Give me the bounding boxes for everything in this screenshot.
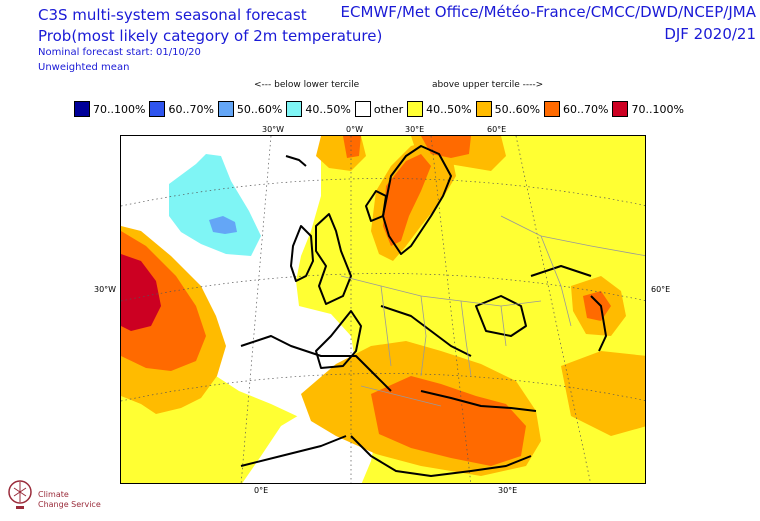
logo-text-line1: Climate [38,490,69,499]
grid-label-bottom: 30°E [498,486,518,495]
legend-item: 70..100% [612,101,685,117]
grid-label-right: 60°E [651,285,671,294]
coastlines [240,145,607,477]
logo-text-line2: Change Service [38,500,101,509]
legend-swatch [149,101,166,117]
mean-type: Unweighted mean [38,62,130,73]
forecast-start: Nominal forecast start: 01/10/20 [38,47,201,58]
legend-swatch [74,101,90,117]
forecast-map [120,135,646,484]
below-50-60-region [209,216,237,234]
legend-label: other [373,102,404,116]
legend-swatch [612,101,629,117]
legend-label: 70..100% [631,102,684,116]
above-50-60-middle-east [561,351,645,436]
climate-change-service-logo: Climate Change Service [6,476,106,518]
legend-label: 40..50% [305,102,351,116]
grid-label-top: 60°E [487,125,507,134]
legend-label: 50..60% [494,102,541,116]
legend-swatch [407,101,424,117]
above-tercile-label: above upper tercile ----> [432,80,544,90]
legend-item: 50..60% [217,101,284,117]
legend-item: 50..60% [475,101,542,117]
country-borders [340,215,645,407]
season-label: DJF 2020/21 [664,25,756,43]
map-title: C3S multi-system seasonal forecast [38,6,307,24]
above-60-70-scandinavia [383,154,431,246]
above-60-70-north-sea [343,136,361,158]
grid-label-top: 30°W [262,125,285,134]
logo-emblem-icon [8,480,32,509]
colour-legend: 70..100% 60..70% 50..60% 40..50% other 4… [74,100,688,118]
grid-label-bottom: 0°E [254,486,269,495]
grid-label-top: 0°W [346,125,363,134]
legend-item: other [354,101,405,117]
legend-item: 70..100% [74,101,147,117]
legend-label: 40..50% [426,102,472,116]
grid-label-top: 30°E [405,125,425,134]
above-70-100-region [121,254,161,331]
legend-label: 60..70% [563,102,609,116]
legend-swatch [217,101,234,117]
legend-label: 50..60% [236,102,283,116]
legend-item: 40..50% [286,101,352,117]
below-40-50-region [169,154,261,256]
legend-item: 60..70% [544,101,610,117]
graticule [121,136,645,483]
legend-label: 60..70% [168,102,214,116]
legend-swatch [475,101,492,117]
below-tercile-label: <--- below lower tercile [254,80,360,90]
map-subtitle: Prob(most likely category of 2m temperat… [38,27,383,45]
legend-swatch [544,101,561,117]
legend-swatch [286,101,303,117]
legend-item: 40..50% [407,101,473,117]
above-60-70-caspian [583,291,611,321]
centres-list: ECMWF/Met Office/Météo-France/CMCC/DWD/N… [340,3,756,21]
legend-swatch [354,101,371,117]
grid-label-left: 30°W [94,285,117,294]
legend-label: 70..100% [93,102,146,116]
map-svg [121,136,645,483]
legend-item: 60..70% [149,101,215,117]
